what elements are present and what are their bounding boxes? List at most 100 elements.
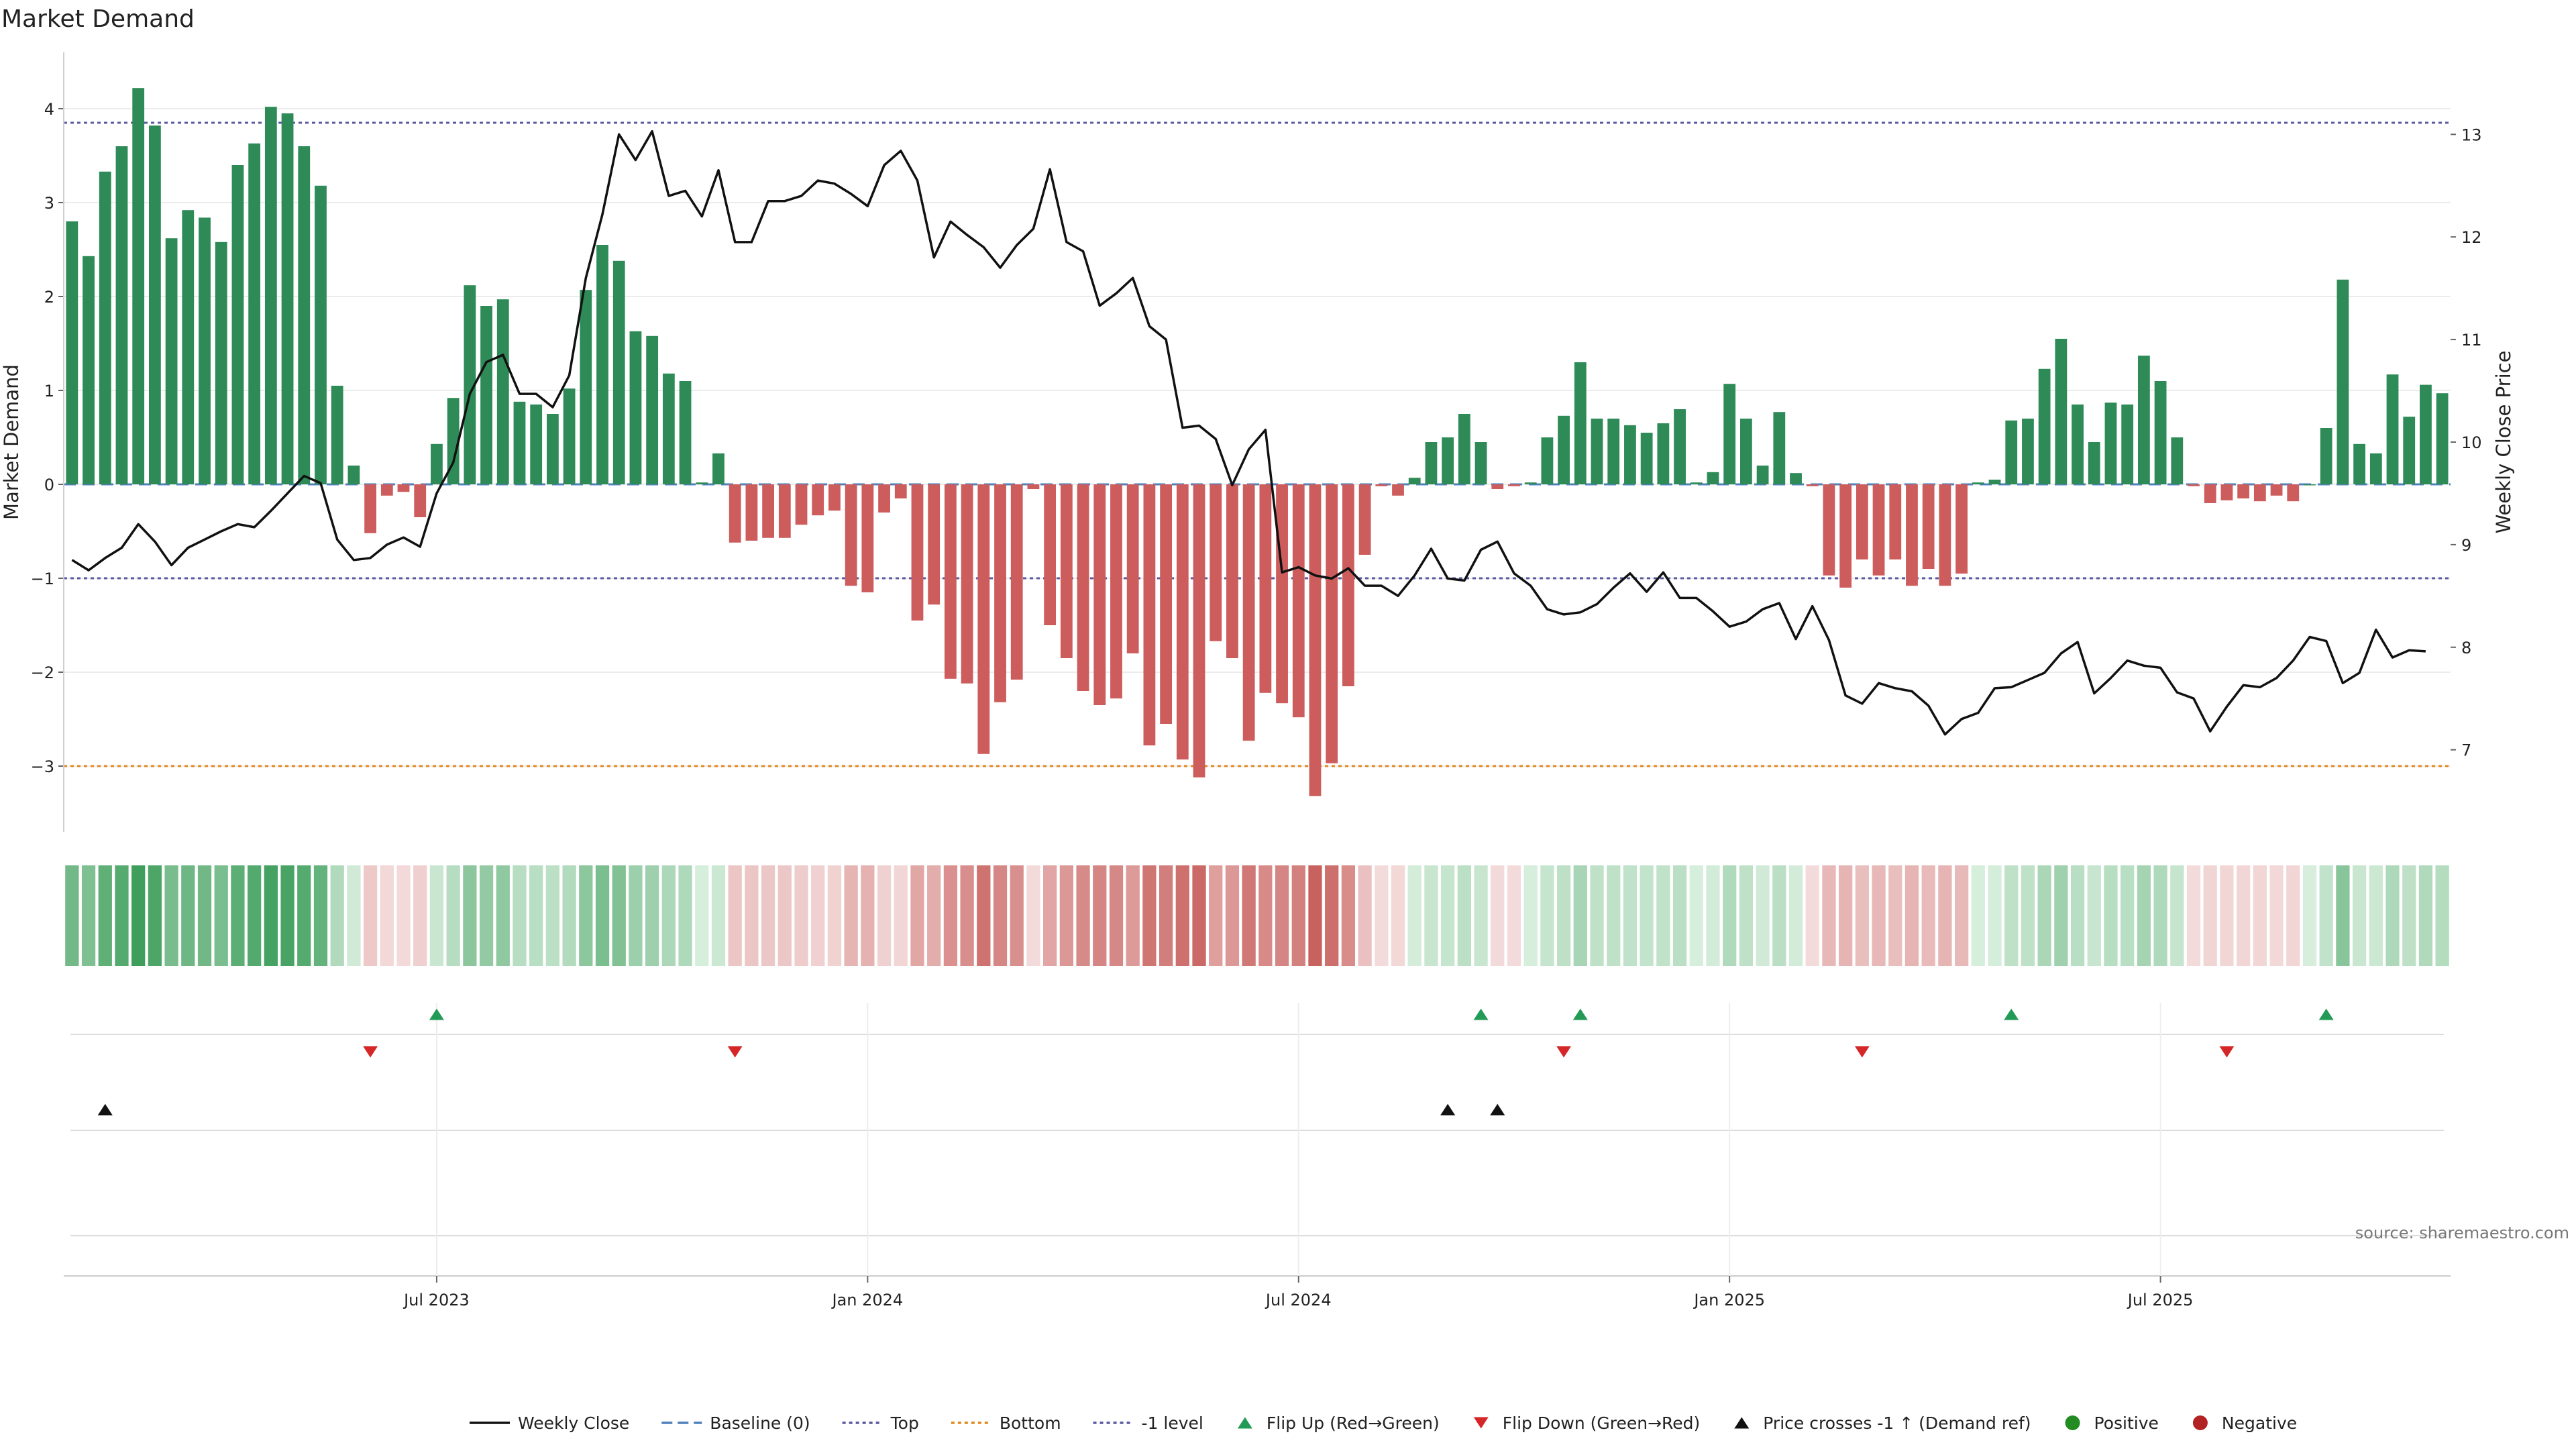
demand-bar bbox=[547, 414, 559, 484]
heat-strip-cell bbox=[1225, 865, 1240, 966]
demand-bar bbox=[1408, 478, 1421, 484]
heat-strip-cell bbox=[1391, 865, 1405, 966]
demand-bar bbox=[2287, 484, 2300, 502]
demand-bar bbox=[331, 386, 343, 484]
heat-strip-cell bbox=[2004, 865, 2019, 966]
demand-bar bbox=[1176, 484, 1189, 760]
heat-strip-cell bbox=[927, 865, 941, 966]
y2-tick-label: 10 bbox=[2461, 433, 2482, 452]
y-axis-label: Market Demand bbox=[0, 364, 23, 520]
heat-strip-cell bbox=[1723, 865, 1737, 966]
demand-bar bbox=[1707, 472, 1719, 484]
y2-tick-label: 13 bbox=[2461, 125, 2482, 144]
reference-levels bbox=[64, 121, 2451, 767]
legend-swatch bbox=[2065, 1415, 2080, 1430]
heat-strip-cell bbox=[429, 865, 444, 966]
demand-bar bbox=[861, 484, 874, 592]
demand-bar bbox=[1988, 480, 2001, 484]
legend-label: Top bbox=[890, 1413, 919, 1433]
heat-strip-cell bbox=[347, 865, 361, 966]
demand-bar bbox=[762, 484, 774, 538]
heat-strip-cell bbox=[1491, 865, 1505, 966]
demand-bar bbox=[994, 484, 1006, 702]
heat-strip-cell bbox=[2352, 865, 2367, 966]
demand-bar bbox=[961, 484, 973, 684]
legend-swatch bbox=[1237, 1417, 1252, 1429]
legend-item: Positive bbox=[2065, 1413, 2159, 1433]
demand-bar bbox=[828, 484, 841, 511]
heat-strip-cell bbox=[2186, 865, 2201, 966]
heat-strip-cell bbox=[1805, 865, 1819, 966]
heat-strip-cell bbox=[1523, 865, 1538, 966]
demand-bar bbox=[364, 484, 376, 533]
heat-strip-cell bbox=[1921, 865, 1935, 966]
heat-strip-cell bbox=[1756, 865, 1770, 966]
heat-strip-cell bbox=[1258, 865, 1273, 966]
demand-bar bbox=[1093, 484, 1106, 705]
heat-strip-cell bbox=[1291, 865, 1305, 966]
heat-strip-cell bbox=[1375, 865, 1389, 966]
demand-bar bbox=[563, 388, 576, 484]
heat-strip-cell bbox=[827, 865, 842, 966]
heat-strip-cell bbox=[1507, 865, 1521, 966]
demand-bar bbox=[646, 335, 659, 484]
demand-bar bbox=[1872, 484, 1885, 576]
legend-item: Baseline (0) bbox=[661, 1413, 810, 1433]
heat-strip-cell bbox=[562, 865, 576, 966]
heat-strip-cell bbox=[1788, 865, 1803, 966]
demand-bar bbox=[596, 245, 608, 484]
heat-strip-cell bbox=[844, 865, 858, 966]
heat-strip-cell bbox=[1474, 865, 1488, 966]
demand-bar bbox=[1740, 419, 1752, 484]
demand-bar bbox=[2154, 381, 2167, 484]
heat-strip-cell bbox=[960, 865, 974, 966]
heat-strip-cell bbox=[1772, 865, 1786, 966]
demand-bar bbox=[1756, 466, 1769, 484]
demand-bar bbox=[1640, 433, 1653, 484]
heat-strip-cell bbox=[993, 865, 1008, 966]
heat-strip-cell bbox=[65, 865, 79, 966]
heat-strip-cell bbox=[2054, 865, 2068, 966]
legend-swatch bbox=[1734, 1417, 1750, 1429]
y2-tick-label: 8 bbox=[2461, 639, 2471, 657]
demand-bar bbox=[99, 171, 111, 485]
demand-bar bbox=[1110, 484, 1122, 699]
demand-bar bbox=[2104, 402, 2117, 484]
legend-item: -1 level bbox=[1093, 1413, 1203, 1433]
flip-up-marker bbox=[1572, 1008, 1588, 1020]
legend-label: Baseline (0) bbox=[710, 1413, 810, 1433]
demand-bar bbox=[1474, 442, 1487, 484]
heat-strip-cell bbox=[214, 865, 228, 966]
demand-bar bbox=[1309, 484, 1322, 796]
heat-strip-cell bbox=[2435, 865, 2449, 966]
demand-bar bbox=[580, 290, 592, 484]
demand-bar bbox=[1856, 484, 1868, 559]
heat-strip-cell bbox=[2369, 865, 2383, 966]
x-tick-label: Jan 2024 bbox=[831, 1291, 904, 1309]
demand-bar bbox=[2188, 484, 2200, 486]
demand-bar bbox=[149, 125, 161, 484]
y-tick-label: 1 bbox=[44, 382, 54, 400]
demand-bar bbox=[1193, 484, 1205, 777]
heat-strip-cell bbox=[1043, 865, 1057, 966]
y-tick-label: −2 bbox=[31, 663, 54, 682]
demand-bar bbox=[2270, 484, 2283, 496]
demand-bar bbox=[1342, 484, 1354, 686]
heat-strip-cell bbox=[1904, 865, 1919, 966]
heat-strip-cell bbox=[2402, 865, 2416, 966]
heat-strip-cell bbox=[1457, 865, 1471, 966]
demand-bar bbox=[2055, 339, 2068, 484]
heat-strip-cell bbox=[695, 865, 709, 966]
x-tick-label: Jan 2025 bbox=[1693, 1291, 1765, 1309]
demand-bar bbox=[2038, 368, 2051, 484]
demand-bar bbox=[248, 143, 261, 485]
demand-bar bbox=[2253, 484, 2266, 502]
legend-item: Weekly Close bbox=[470, 1413, 629, 1433]
demand-bar bbox=[2403, 417, 2416, 484]
heat-strip-cell bbox=[1308, 865, 1322, 966]
demand-bar bbox=[2121, 405, 2134, 484]
demand-bar bbox=[231, 165, 244, 484]
legend-label: Flip Down (Green→Red) bbox=[1503, 1413, 1701, 1433]
legend-item: Price crosses -1 ↑ (Demand ref) bbox=[1734, 1413, 2031, 1433]
price-cross-marker bbox=[1490, 1104, 1505, 1116]
